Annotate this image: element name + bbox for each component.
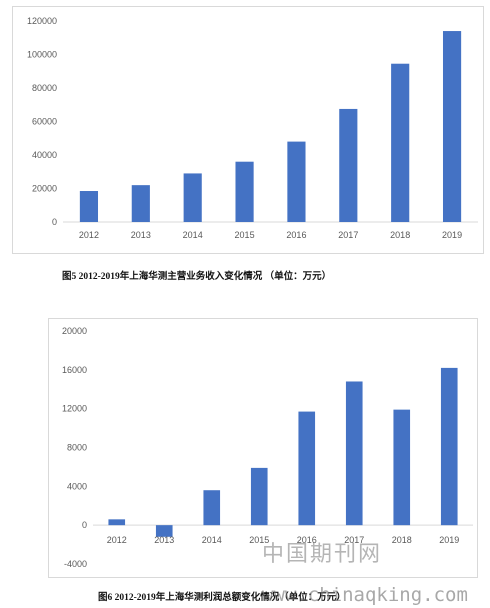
- x-tick-label: 2016: [286, 230, 306, 240]
- figure6-caption: 图6 2012-2019年上海华测利润总额变化情况（单位：万元）: [98, 593, 346, 603]
- x-tick-label: 2015: [249, 535, 269, 545]
- x-tick-label: 2018: [390, 230, 410, 240]
- bar-2013: [131, 185, 150, 222]
- y-tick-label: 0: [82, 520, 87, 530]
- profit-bar-chart: -4000 0 4000 8000 12000 16000 20000 2012 2013 201…: [62, 326, 473, 569]
- bar-2018: [393, 409, 411, 526]
- bar-2012: [108, 519, 126, 526]
- y-tick-label: 60000: [32, 117, 57, 127]
- x-tick-label: 2019: [439, 535, 459, 545]
- bar-2015: [250, 467, 268, 526]
- x-tick-label: 2015: [235, 230, 255, 240]
- y-tick-label: 120000: [27, 16, 57, 26]
- y-tick-label: 40000: [32, 150, 57, 160]
- bar-2014: [203, 490, 221, 526]
- watermark-url: www.chinaqking.com: [262, 584, 468, 606]
- bar-2017: [339, 108, 358, 222]
- bar-2017: [345, 381, 363, 526]
- y-tick-label: 0: [52, 217, 57, 227]
- y-tick-label: 4000: [67, 481, 87, 491]
- y-tick-label: 100000: [27, 50, 57, 60]
- y-tick-label: 80000: [32, 83, 57, 93]
- x-tick-label: 2012: [107, 535, 127, 545]
- bar-2015: [235, 161, 254, 222]
- bar-2019: [440, 367, 458, 526]
- y-tick-label: 12000: [62, 404, 87, 414]
- y-tick-label: -4000: [64, 559, 87, 569]
- bar-2012: [79, 191, 99, 222]
- y-tick-label: 8000: [67, 443, 87, 453]
- bar-2018: [391, 63, 410, 223]
- bar-2014: [183, 173, 202, 222]
- bar-2016: [287, 141, 306, 222]
- bar-2019: [442, 31, 462, 222]
- x-tick-label: 2017: [344, 535, 364, 545]
- x-tick-label: 2016: [297, 535, 317, 545]
- revenue-chart-frame: 0 20000 40000 60000 80000 100000 120000 2012 201…: [12, 6, 484, 254]
- profit-chart-frame: -4000 0 4000 8000 12000 16000 20000 2012 2013 201…: [48, 318, 478, 578]
- y-tick-label: 16000: [62, 365, 87, 375]
- x-tick-label: 2013: [154, 535, 174, 545]
- x-tick-label: 2014: [202, 535, 222, 545]
- y-tick-label: 20000: [62, 326, 87, 336]
- x-tick-label: 2018: [392, 535, 412, 545]
- x-tick-label: 2019: [442, 230, 462, 240]
- x-tick-label: 2012: [79, 230, 99, 240]
- x-tick-label: 2013: [131, 230, 151, 240]
- bar-2016: [298, 411, 316, 526]
- x-tick-label: 2017: [338, 230, 358, 240]
- revenue-bar-chart: 0 20000 40000 60000 80000 100000 120000 2012 201…: [27, 16, 478, 240]
- bar-2013: [155, 525, 173, 537]
- x-tick-label: 2014: [183, 230, 203, 240]
- watermark-text: 中国期刊网: [262, 542, 383, 567]
- figure5-caption: 图5 2012-2019年上海华测主营业务收入变化情况 （单位：万元）: [62, 272, 332, 282]
- y-tick-label: 20000: [32, 184, 57, 194]
